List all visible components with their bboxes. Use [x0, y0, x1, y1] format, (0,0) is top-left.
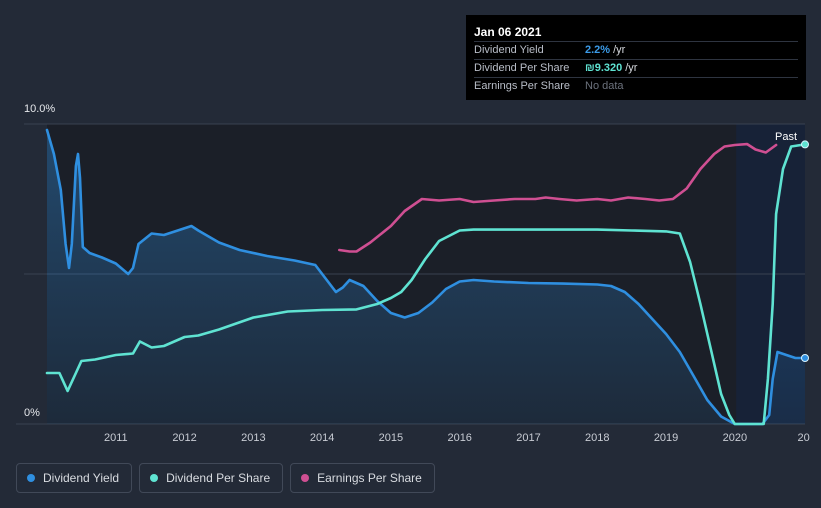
- dividend-per-share-line: [45, 143, 807, 426]
- tooltip-row-earnings-per-share: Earnings Per Share No data: [474, 77, 798, 95]
- x-tick-label: 20: [797, 432, 809, 444]
- past-label: Past: [775, 131, 797, 143]
- legend-dot-icon: [301, 474, 310, 482]
- legend-dot-icon: [150, 474, 159, 482]
- tooltip-label: Dividend Per Share: [474, 62, 570, 74]
- x-tick-label: 2016: [447, 432, 471, 444]
- tooltip-unit: /yr: [613, 44, 626, 56]
- x-tick-label: 2019: [654, 432, 678, 444]
- tooltip-unit: /yr: [625, 62, 638, 74]
- dividend-yield-line: [45, 128, 807, 426]
- x-tick-label: 2017: [516, 432, 540, 444]
- tooltip-value: 2.2%: [585, 44, 611, 56]
- x-tick-label: 2018: [585, 432, 609, 444]
- y-axis-label-top: 10.0%: [24, 103, 55, 115]
- dividend-yield-area: [47, 130, 805, 424]
- tooltip-row-dividend-per-share: Dividend Per Share ₪9.320 /yr: [474, 59, 798, 77]
- earnings-per-share-line: [338, 142, 778, 253]
- y-axis-label-bottom: 0%: [24, 407, 40, 419]
- tooltip-panel: Jan 06 2021 Dividend Yield 2.2% /yr Divi…: [466, 15, 806, 100]
- legend-dot-icon: [27, 474, 35, 482]
- tooltip-label: Earnings Per Share: [474, 80, 570, 92]
- tooltip-no-data: No data: [585, 80, 624, 92]
- chart-legend: Dividend Yield Dividend Per Share Earnin…: [16, 463, 435, 493]
- x-tick-label: 2014: [310, 432, 334, 444]
- x-tick-label: 2011: [104, 432, 128, 444]
- x-tick-label: 2012: [172, 432, 196, 444]
- legend-label: Earnings Per Share: [317, 471, 422, 485]
- tooltip-label: Dividend Yield: [474, 44, 544, 56]
- dividend-yield-end-marker: [801, 354, 809, 362]
- legend-item-earnings-per-share[interactable]: Earnings Per Share: [290, 463, 435, 493]
- x-tick-label: 2015: [379, 432, 403, 444]
- legend-label: Dividend Yield: [43, 471, 120, 485]
- tooltip-row-dividend-yield: Dividend Yield 2.2% /yr: [474, 41, 798, 59]
- legend-label: Dividend Per Share: [166, 471, 271, 485]
- tooltip-value: ₪9.320: [585, 62, 623, 74]
- tooltip-date: Jan 06 2021: [474, 25, 542, 39]
- legend-item-dividend-per-share[interactable]: Dividend Per Share: [139, 463, 284, 493]
- x-tick-label: 2020: [723, 432, 747, 444]
- dividend-per-share-end-marker: [801, 140, 809, 149]
- x-tick-label: 2013: [241, 432, 265, 444]
- legend-item-dividend-yield[interactable]: Dividend Yield: [16, 463, 133, 493]
